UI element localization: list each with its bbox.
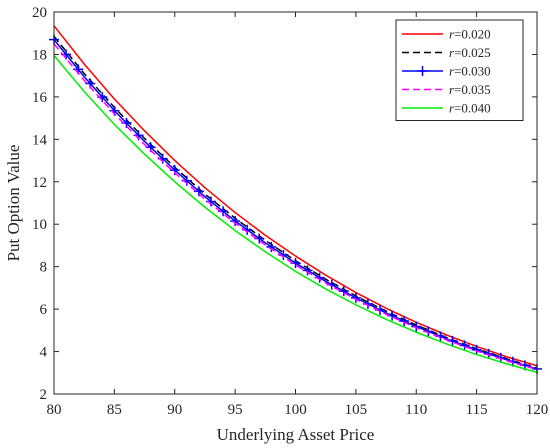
- x-tick-label: 105: [345, 402, 368, 418]
- y-axis-label: Put Option Value: [4, 145, 23, 262]
- y-tick-label: 14: [32, 132, 48, 148]
- legend-label: r=0.030: [449, 64, 491, 79]
- series-line: [53, 55, 538, 374]
- y-tick-label: 6: [40, 302, 48, 318]
- x-tick-label: 115: [466, 402, 488, 418]
- legend-label: r=0.020: [449, 27, 491, 42]
- series-1: [53, 25, 538, 367]
- series-layer: [49, 25, 542, 374]
- y-tick-label: 10: [32, 217, 47, 233]
- legend: r=0.020 r=0.025 r=0.030 r=0.035 r=0.040: [395, 19, 524, 121]
- x-tick-label: 120: [526, 402, 549, 418]
- y-tick-label: 12: [32, 175, 47, 191]
- series-line: [53, 43, 538, 371]
- x-tick-label: 110: [405, 402, 427, 418]
- legend-label: r=0.035: [449, 82, 491, 97]
- x-tick-label: 95: [228, 402, 243, 418]
- y-tick-label: 8: [40, 260, 48, 276]
- legend-label: r=0.040: [449, 101, 491, 116]
- y-tick-label: 18: [32, 47, 47, 63]
- x-tick-label: 85: [107, 402, 122, 418]
- x-tick-label: 80: [47, 402, 62, 418]
- legend-label: r=0.025: [449, 45, 491, 60]
- x-axis-label: Underlying Asset Price: [217, 425, 375, 444]
- x-tick-label: 100: [284, 402, 307, 418]
- y-tick-label: 2: [40, 387, 48, 403]
- tick-layer: 80 85 90 95 100 105 110 115 120 2 4 6 8 10 12 14 16 18 20: [32, 5, 548, 418]
- y-tick-label: 4: [40, 345, 48, 361]
- series-4: [53, 43, 538, 371]
- y-tick-label: 16: [32, 90, 48, 106]
- y-tick-label: 20: [32, 5, 47, 21]
- x-tick-label: 90: [167, 402, 182, 418]
- series-line: [53, 25, 538, 367]
- series-5: [53, 55, 538, 374]
